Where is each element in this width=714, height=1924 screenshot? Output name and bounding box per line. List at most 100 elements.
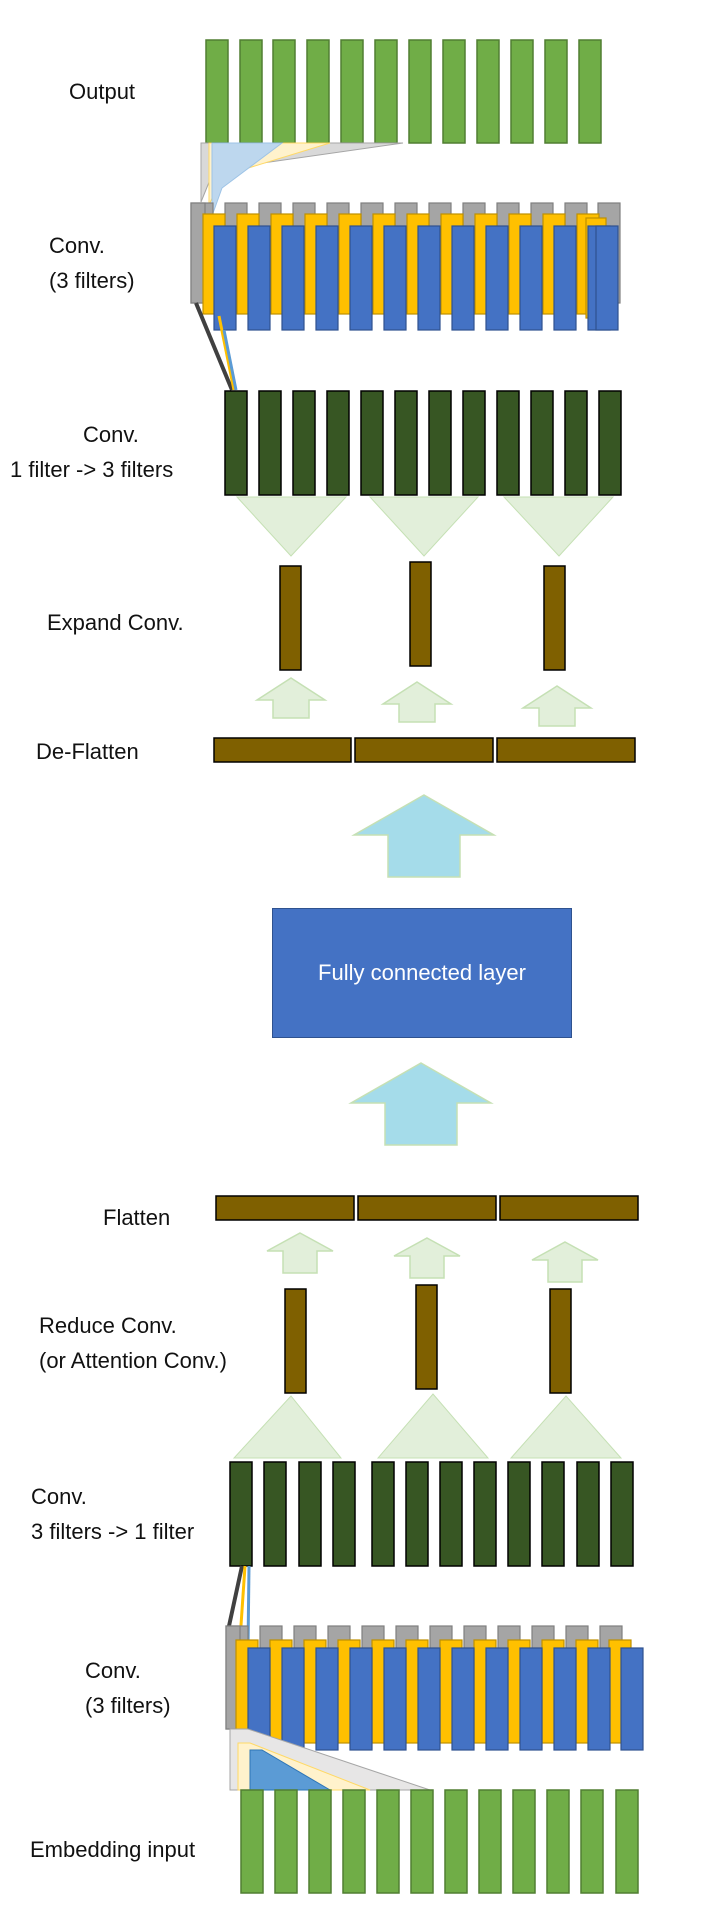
conv-3-to-1-column (576, 1461, 600, 1567)
bottom-conv-blue-filter (315, 1647, 339, 1751)
output-column (476, 39, 500, 144)
bottom-conv-blue-filter (587, 1647, 611, 1751)
reduce-triangle-right (509, 1395, 623, 1459)
embedding-input-label: Embedding input (30, 1837, 196, 1862)
output-projection-blue-wedge (211, 142, 284, 217)
output-column (306, 39, 330, 144)
de-flatten-label: De-Flatten (36, 739, 139, 764)
conv-3-to-1-column (473, 1461, 497, 1567)
top-conv-blue-filter (281, 225, 305, 331)
expand-triangle-left (235, 496, 348, 557)
expand-conv-column-middle (409, 561, 432, 667)
conv-3-to-1-column (263, 1461, 287, 1567)
output-column (442, 39, 466, 144)
output-column (239, 39, 263, 144)
top-connector-black-line (194, 302, 234, 391)
output-column (272, 39, 296, 144)
bottom-conv-blue-filter (451, 1647, 475, 1751)
bottom-conv-blue-filter (349, 1647, 373, 1751)
expand-conv-label: Expand Conv. (47, 610, 184, 635)
conv-1-to-3-column (530, 390, 554, 496)
output-column (510, 39, 534, 144)
bottom-conv-blue-filter (417, 1647, 441, 1751)
flatten-label: Flatten (103, 1205, 171, 1230)
de-flatten-bar-right (496, 737, 636, 763)
top-conv-blue-filter (417, 225, 441, 331)
conv-1-to-3-column (224, 390, 248, 496)
bottom-conv-blue-filter (281, 1647, 305, 1751)
top-connector-blue-line (222, 329, 238, 391)
conv-1-to-3-column (394, 390, 418, 496)
top-conv-blue-filter (383, 225, 407, 331)
top-conv-blue-filter (247, 225, 271, 331)
bottom-conv-blue-filter (620, 1647, 644, 1751)
conv-3-to-1-column (507, 1461, 531, 1567)
bottom-conv-blue-filter (553, 1647, 577, 1751)
conv-3-filters-top-label: Conv. (3 filters) (49, 233, 135, 293)
embedding-input-column (546, 1789, 570, 1894)
reduce-conv-label: Reduce Conv. (or Attention Conv.) (39, 1313, 227, 1373)
de-flatten-up-arrow-middle (380, 681, 454, 723)
conv-1-to-3-filters-label: Conv. 1 filter -> 3 filters (10, 422, 174, 482)
conv-3-to-1-column (610, 1461, 634, 1567)
fully-connected-up-arrow-top (351, 794, 497, 878)
reduce-triangle-middle (376, 1393, 490, 1459)
embedding-input-column (410, 1789, 434, 1894)
flatten-bar-middle (357, 1195, 497, 1221)
embedding-input-column (580, 1789, 604, 1894)
conv-3-to-1-column (229, 1461, 253, 1567)
conv-3-to-1-column (405, 1461, 429, 1567)
conv-1-to-3-column (564, 390, 588, 496)
top-conv-blue-filter (595, 225, 619, 331)
top-conv-blue-filter (553, 225, 577, 331)
flatten-up-arrow (348, 1062, 494, 1146)
embedding-input-column (615, 1789, 639, 1894)
flatten-up-arrow-left (266, 1232, 334, 1274)
bottom-connector-black-line (227, 1565, 244, 1627)
output-column (408, 39, 432, 144)
flatten-bar-right (499, 1195, 639, 1221)
fully-connected-layer-label: Fully connected layer (318, 960, 526, 985)
output-column (544, 39, 568, 144)
reduce-triangle-left (232, 1395, 343, 1459)
bottom-conv-blue-filter (485, 1647, 509, 1751)
conv-1-to-3-column (428, 390, 452, 496)
conv-1-to-3-column (326, 390, 350, 496)
conv-1-to-3-column (360, 390, 384, 496)
embedding-input-column (240, 1789, 264, 1894)
output-column (578, 39, 602, 144)
embedding-input-column (274, 1789, 298, 1894)
flatten-up-arrow-middle (393, 1237, 461, 1279)
output-column (340, 39, 364, 144)
reduce-conv-column-right (549, 1288, 572, 1394)
expand-conv-column-left (279, 565, 302, 671)
embedding-input-column (342, 1789, 366, 1894)
embedding-input-column (478, 1789, 502, 1894)
reduce-conv-column-left (284, 1288, 307, 1394)
top-conv-blue-filter (485, 225, 509, 331)
conv-3-to-1-column (332, 1461, 356, 1567)
fully-connected-layer-box: Fully connected layer (272, 908, 572, 1038)
conv-1-to-3-column (598, 390, 622, 496)
output-label: Output (69, 79, 136, 104)
conv-3-to-1-column (439, 1461, 463, 1567)
conv-3-to-1-column (298, 1461, 322, 1567)
output-column (205, 39, 229, 144)
conv-3-to-1-column (541, 1461, 565, 1567)
flatten-bar-left (215, 1195, 355, 1221)
conv-1-to-3-column (496, 390, 520, 496)
top-conv-blue-filter (213, 225, 237, 331)
conv-3-to-1-filter-label: Conv. 3 filters -> 1 filter (31, 1484, 195, 1544)
top-conv-blue-filter (519, 225, 543, 331)
top-connector-yellow-line (217, 315, 236, 391)
expand-conv-column-right (543, 565, 566, 671)
output-column (374, 39, 398, 144)
reduce-conv-column-middle (415, 1284, 438, 1390)
conv-1-to-3-column (462, 390, 486, 496)
conv-3-to-1-column (371, 1461, 395, 1567)
top-conv-blue-filter (315, 225, 339, 331)
conv-1-to-3-column (292, 390, 316, 496)
bottom-conv-blue-filter (383, 1647, 407, 1751)
embedding-input-column (376, 1789, 400, 1894)
